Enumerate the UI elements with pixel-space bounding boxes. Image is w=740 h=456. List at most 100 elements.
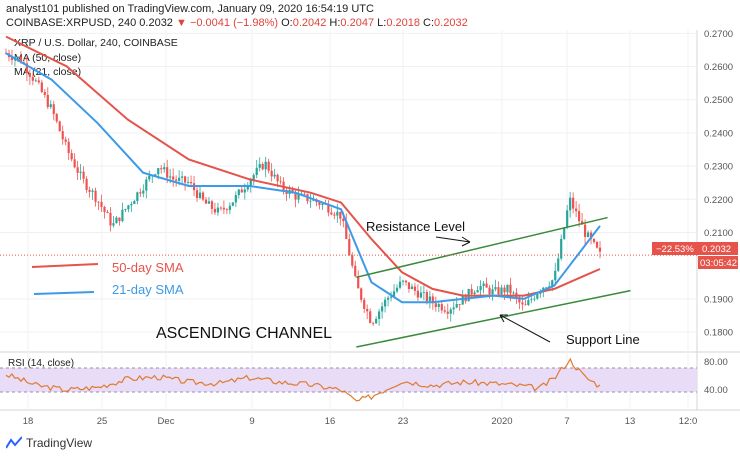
ohlc-line: COINBASE:XRPUSD, 240 0.2032 ▼ −0.0041 (−… — [6, 17, 468, 29]
price-tick-label: 0.2100 — [704, 228, 733, 239]
candle-body — [264, 161, 267, 170]
candle-body — [70, 153, 73, 160]
candle-body — [557, 258, 560, 271]
candle-body — [10, 57, 14, 61]
candle-body — [61, 131, 64, 140]
low-label: L: — [377, 17, 387, 29]
candle-body — [589, 232, 593, 239]
candle-body — [563, 227, 566, 239]
candle-body — [157, 168, 160, 175]
candle-body — [524, 304, 527, 306]
candle-body — [133, 201, 136, 205]
price-tick-label: 0.2200 — [704, 195, 733, 206]
candle-body — [369, 311, 372, 323]
candle-body — [43, 91, 46, 95]
candle-body — [485, 283, 488, 288]
pct-tag-text: −22.53% — [656, 244, 694, 255]
tradingview-logo[interactable]: TradingView — [6, 436, 92, 450]
candle-body — [545, 287, 548, 289]
candle-body — [375, 318, 378, 324]
candle-body — [100, 201, 103, 207]
channel-label: ASCENDING CHANNEL — [156, 325, 332, 342]
candle-body — [103, 206, 106, 213]
candle-body — [201, 192, 205, 200]
candle-body — [255, 167, 258, 176]
candle-body — [461, 295, 464, 305]
candle-body — [106, 212, 109, 213]
candle-body — [240, 189, 243, 193]
candle-body — [592, 238, 596, 243]
candle-body — [181, 176, 184, 178]
symbol: COINBASE:XRPUSD, 240 — [6, 17, 137, 29]
candle-body — [97, 201, 100, 203]
candle-body — [482, 283, 485, 287]
candle-body — [428, 296, 431, 302]
candle-body — [186, 182, 190, 183]
candle-body — [336, 211, 339, 216]
candle-body — [566, 210, 569, 228]
candle-body — [521, 302, 524, 305]
sma50-legend-swatch — [31, 263, 99, 268]
candle-body — [279, 181, 282, 183]
candle-body — [339, 211, 342, 219]
change: ▼ −0.0041 (−1.98%) — [176, 17, 279, 29]
price-tag — [698, 242, 738, 255]
rsi-line — [5, 357, 601, 402]
candle-body — [225, 209, 228, 211]
candle-body — [249, 179, 252, 187]
candle-body — [527, 300, 530, 305]
candle-body — [342, 218, 345, 222]
candle-body — [228, 205, 231, 211]
price-tick-label: 0.2600 — [704, 62, 733, 73]
candle-body — [252, 175, 255, 180]
candle-body — [216, 207, 220, 213]
time-tick-label: 12:0 — [679, 416, 698, 427]
candle-body — [243, 189, 246, 193]
candle-body — [437, 304, 440, 307]
candle-body — [378, 311, 381, 319]
low-value: 0.2018 — [386, 17, 420, 29]
candle-body — [76, 167, 79, 173]
candle-body — [318, 202, 321, 206]
candle-body — [309, 200, 312, 202]
candle-body — [357, 276, 360, 289]
candle-body — [330, 212, 333, 215]
candle-body — [195, 190, 199, 198]
candle-body — [578, 211, 581, 222]
candle-body — [94, 190, 97, 202]
countdown-tag-text: 03:05:42 — [700, 258, 737, 269]
tradingview-icon — [6, 436, 22, 449]
candle-body — [183, 176, 187, 183]
candle-body — [175, 179, 178, 181]
candle-body — [25, 63, 28, 73]
time-tick-label: Dec — [158, 416, 175, 427]
candle-body — [40, 82, 43, 92]
candle-body — [401, 280, 405, 282]
candle-body — [389, 296, 393, 298]
time-tick-label: 25 — [97, 416, 108, 427]
candle-body — [118, 217, 121, 222]
resistance-label: Resistance Level — [366, 219, 465, 234]
candle-body — [583, 224, 587, 237]
candle-body — [530, 299, 533, 301]
price-axis-ticks: 0.2700 0.2600 0.2500 0.2400 0.2300 0.2200 0.21… — [704, 29, 733, 339]
candle-body — [31, 76, 34, 81]
candle-body — [425, 291, 428, 302]
candle-body — [112, 223, 115, 226]
resistance-line — [356, 216, 608, 279]
candle-body — [354, 265, 357, 277]
candle-body — [169, 176, 172, 178]
candle-body — [586, 232, 590, 237]
tradingview-brand: TradingView — [26, 436, 93, 450]
candle-body — [258, 164, 261, 168]
candle-body — [246, 186, 249, 190]
candle-body — [491, 289, 494, 295]
candle-body — [231, 202, 234, 206]
candle-body — [58, 121, 61, 132]
candle-body — [52, 104, 55, 115]
candle-body — [536, 293, 539, 299]
price-tick-label: 0.2400 — [704, 128, 733, 139]
resistance-arrowhead — [461, 236, 471, 247]
candle-body — [473, 292, 476, 295]
